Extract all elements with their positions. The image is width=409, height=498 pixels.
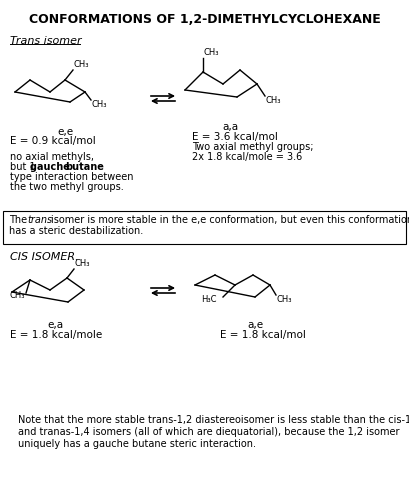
Text: e,a: e,a bbox=[47, 320, 63, 330]
Text: gauche: gauche bbox=[30, 162, 73, 172]
Text: E = 1.8 kcal/mol: E = 1.8 kcal/mol bbox=[220, 330, 305, 340]
Text: CH₃: CH₃ bbox=[10, 291, 25, 300]
Text: Trans isomer: Trans isomer bbox=[10, 36, 81, 46]
Text: The: The bbox=[9, 215, 30, 225]
Text: H₃C: H₃C bbox=[200, 295, 216, 304]
Text: CH₃: CH₃ bbox=[265, 96, 281, 105]
Text: e,e: e,e bbox=[57, 127, 73, 137]
Text: 2x 1.8 kcal/mole = 3.6: 2x 1.8 kcal/mole = 3.6 bbox=[191, 152, 301, 162]
Text: a,e: a,e bbox=[246, 320, 263, 330]
Text: and tranas-1,4 isomers (all of which are diequatorial), because the 1,2 isomer: and tranas-1,4 isomers (all of which are… bbox=[18, 427, 398, 437]
Text: but 1: but 1 bbox=[10, 162, 39, 172]
Text: no axial methyls,: no axial methyls, bbox=[10, 152, 94, 162]
Text: Note that the more stable trans-1,2 diastereoisomer is less stable than the cis-: Note that the more stable trans-1,2 dias… bbox=[18, 415, 409, 425]
Text: butane: butane bbox=[65, 162, 103, 172]
Text: type interaction between: type interaction between bbox=[10, 172, 133, 182]
Text: E = 3.6 kcal/mol: E = 3.6 kcal/mol bbox=[191, 132, 277, 142]
Text: CH₃: CH₃ bbox=[75, 259, 90, 268]
Text: the two methyl groups.: the two methyl groups. bbox=[10, 182, 124, 192]
Text: has a steric destabilization.: has a steric destabilization. bbox=[9, 226, 143, 236]
Text: trans: trans bbox=[27, 215, 52, 225]
FancyBboxPatch shape bbox=[4, 211, 405, 244]
Text: CONFORMATIONS OF 1,2-DIMETHYLCYCLOHEXANE: CONFORMATIONS OF 1,2-DIMETHYLCYCLOHEXANE bbox=[29, 13, 380, 26]
Text: CH₃: CH₃ bbox=[204, 48, 219, 57]
Text: a,a: a,a bbox=[221, 122, 238, 132]
Text: E = 0.9 kcal/mol: E = 0.9 kcal/mol bbox=[10, 136, 96, 146]
Text: Two axial methyl groups;: Two axial methyl groups; bbox=[191, 142, 313, 152]
Text: isomer is more stable in the e,e conformation, but even this conformation: isomer is more stable in the e,e conform… bbox=[51, 215, 409, 225]
Text: CH₃: CH₃ bbox=[276, 295, 292, 304]
Text: CIS ISOMER.: CIS ISOMER. bbox=[10, 252, 79, 262]
Text: E = 1.8 kcal/mole: E = 1.8 kcal/mole bbox=[10, 330, 102, 340]
Text: uniquely has a gauche butane steric interaction.: uniquely has a gauche butane steric inte… bbox=[18, 439, 255, 449]
Text: CH₃: CH₃ bbox=[74, 60, 89, 69]
Text: CH₃: CH₃ bbox=[92, 100, 107, 109]
